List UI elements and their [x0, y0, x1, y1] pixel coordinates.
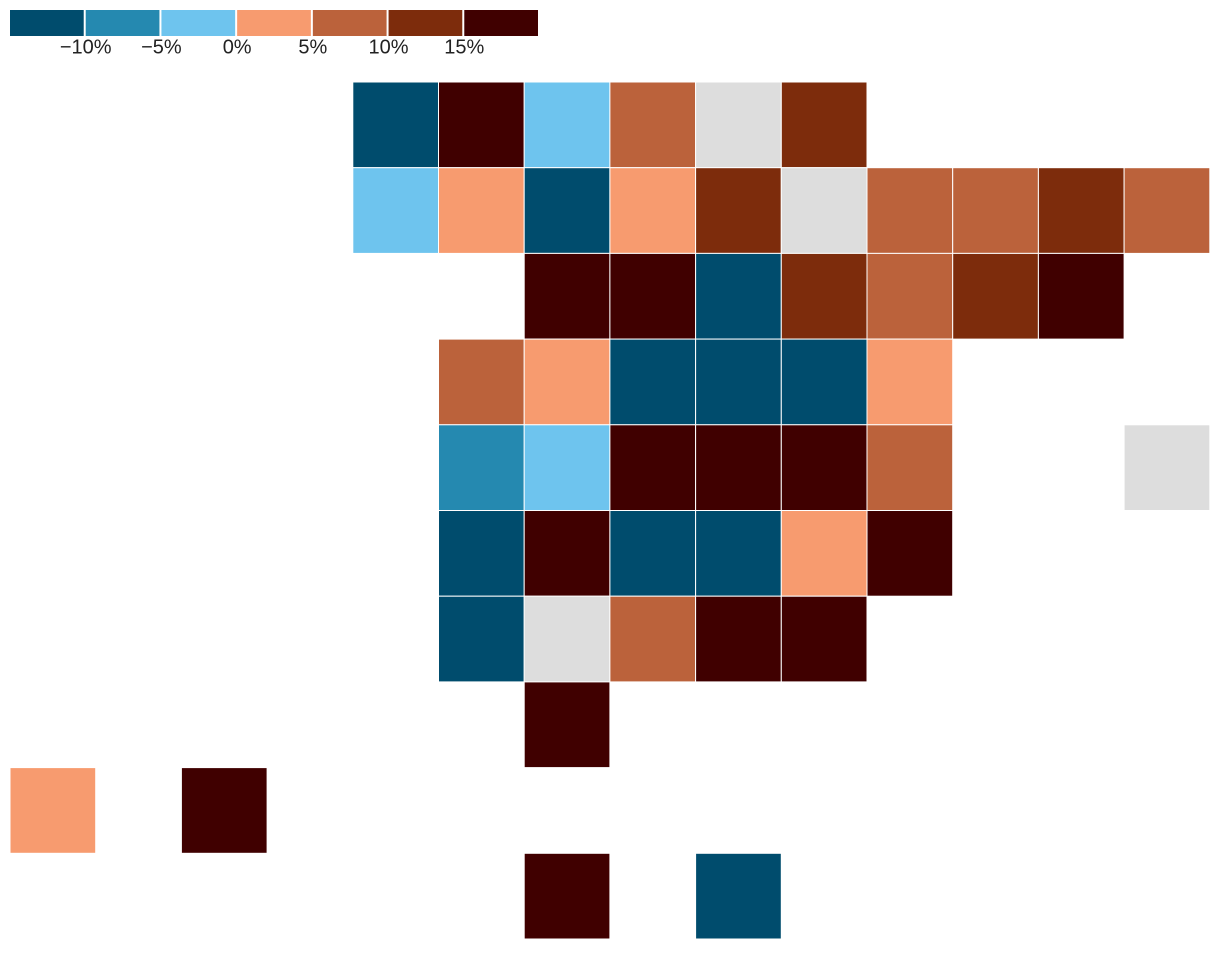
tile: [695, 424, 782, 511]
tile: [9, 767, 97, 854]
tile: [523, 510, 611, 597]
legend-label: −5%: [141, 36, 182, 58]
tile: [438, 424, 525, 511]
tile: [609, 338, 697, 426]
tile: [1037, 167, 1125, 254]
tile: [866, 167, 954, 254]
tile: [523, 167, 611, 254]
tile: [180, 767, 268, 854]
legend-label: 15%: [444, 36, 484, 58]
tile: [438, 167, 525, 254]
tile: [780, 338, 868, 426]
tile: [523, 595, 611, 683]
tile: [952, 167, 1039, 254]
tile: [609, 424, 697, 511]
legend-swatch: [237, 10, 311, 36]
tile: [438, 595, 525, 683]
tile: [952, 252, 1039, 340]
tile: [438, 81, 525, 169]
legend-label: 10%: [369, 36, 409, 58]
tile: [866, 252, 954, 340]
legend-swatch: [161, 10, 236, 36]
legend-swatch: [312, 10, 387, 36]
tile: [1037, 252, 1125, 340]
legend-swatch: [464, 10, 538, 36]
tile: [1123, 167, 1211, 254]
tile: [523, 81, 611, 169]
tile: [780, 167, 868, 254]
tile: [780, 595, 868, 683]
tile: [609, 167, 697, 254]
tile: [695, 595, 782, 683]
tile: [780, 252, 868, 340]
tile: [780, 424, 868, 511]
legend-swatch: [388, 10, 463, 36]
tile: [438, 510, 525, 597]
tile: [523, 852, 611, 940]
tile: [1123, 424, 1211, 511]
tile: [609, 252, 697, 340]
tile: [523, 252, 611, 340]
tile: [695, 510, 782, 597]
tile: [695, 167, 782, 254]
legend-label: 5%: [298, 36, 327, 58]
tile: [523, 338, 611, 426]
tile: [609, 81, 697, 169]
tile: [609, 510, 697, 597]
tile: [695, 338, 782, 426]
legend-swatch: [10, 10, 84, 36]
tile: [352, 167, 439, 254]
tile: [695, 252, 782, 340]
tile: [866, 510, 954, 597]
legend-label: 0%: [223, 36, 252, 58]
tile: [352, 81, 439, 169]
tile: [523, 424, 611, 511]
legend-label: −10%: [60, 36, 112, 58]
tile: [695, 852, 782, 940]
tile: [866, 338, 954, 426]
tile: [780, 510, 868, 597]
tile: [695, 81, 782, 169]
tile: [438, 338, 525, 426]
tile: [609, 595, 697, 683]
legend-swatch: [85, 10, 160, 36]
tile: [866, 424, 954, 511]
tile: [523, 681, 611, 769]
tile: [780, 81, 868, 169]
